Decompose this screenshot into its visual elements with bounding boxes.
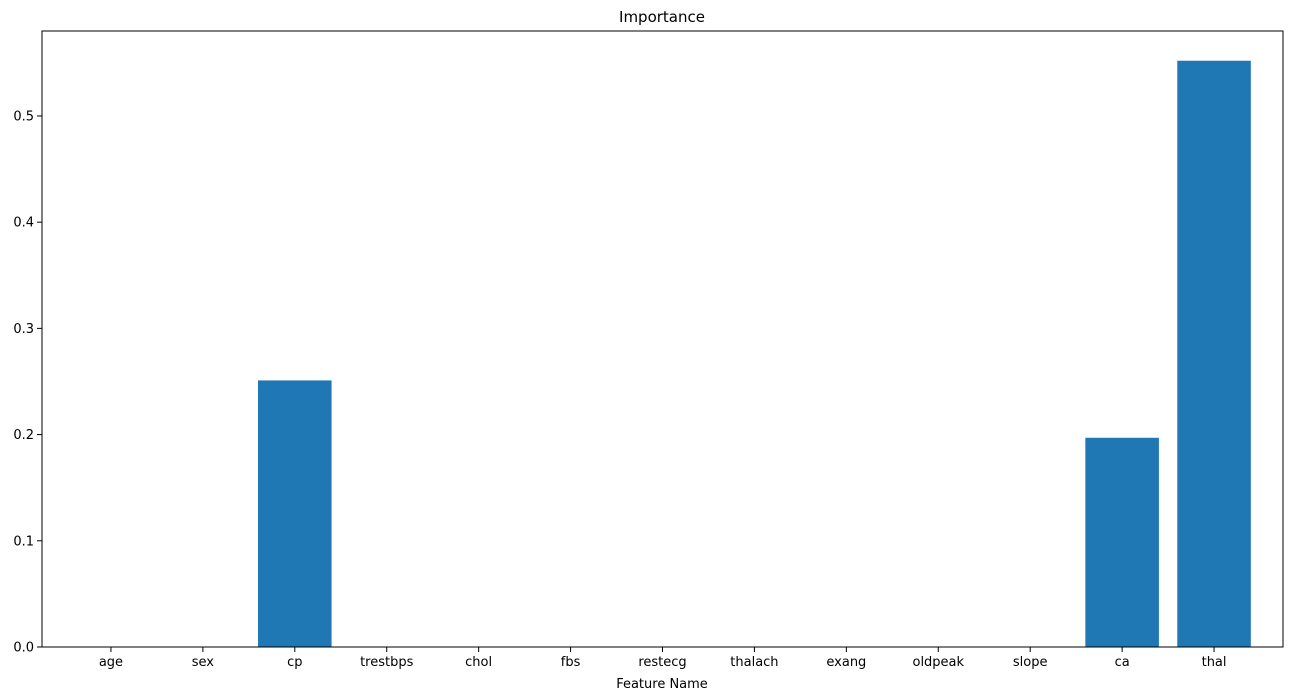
x-axis: age sex cp trestbps chol fbs restecg thalach exa… xyxy=(99,647,1227,670)
bar-thal xyxy=(1177,60,1251,648)
x-tick-label: chol xyxy=(465,655,492,670)
x-tick-label: restecg xyxy=(638,655,686,670)
plot-frame xyxy=(41,30,1284,648)
chart-title: Importance xyxy=(619,8,705,26)
bar-cp xyxy=(258,380,332,647)
y-tick-label: 0.3 xyxy=(13,322,34,337)
y-tick-label: 0.5 xyxy=(13,109,34,124)
bars-group xyxy=(258,60,1251,648)
y-axis: 0.0 0.1 0.2 0.3 0.4 0.5 xyxy=(13,109,42,656)
x-tick-label: thal xyxy=(1202,655,1227,670)
bar-ca xyxy=(1085,437,1159,647)
x-tick-label: trestbps xyxy=(360,655,414,670)
x-axis-label: Feature Name xyxy=(616,677,708,692)
y-tick-label: 0.4 xyxy=(13,216,34,231)
y-tick-label: 0.2 xyxy=(13,428,34,443)
x-tick-label: ca xyxy=(1115,655,1130,670)
x-tick-label: age xyxy=(99,655,123,670)
y-tick-label: 0.0 xyxy=(13,641,34,656)
x-tick-label: slope xyxy=(1013,655,1048,670)
x-tick-label: exang xyxy=(826,655,866,670)
x-tick-label: cp xyxy=(287,655,302,670)
x-tick-label: sex xyxy=(192,655,215,670)
x-tick-label: thalach xyxy=(730,655,778,670)
y-tick-label: 0.1 xyxy=(13,534,34,549)
x-tick-label: oldpeak xyxy=(912,655,964,670)
x-tick-label: fbs xyxy=(561,655,581,670)
